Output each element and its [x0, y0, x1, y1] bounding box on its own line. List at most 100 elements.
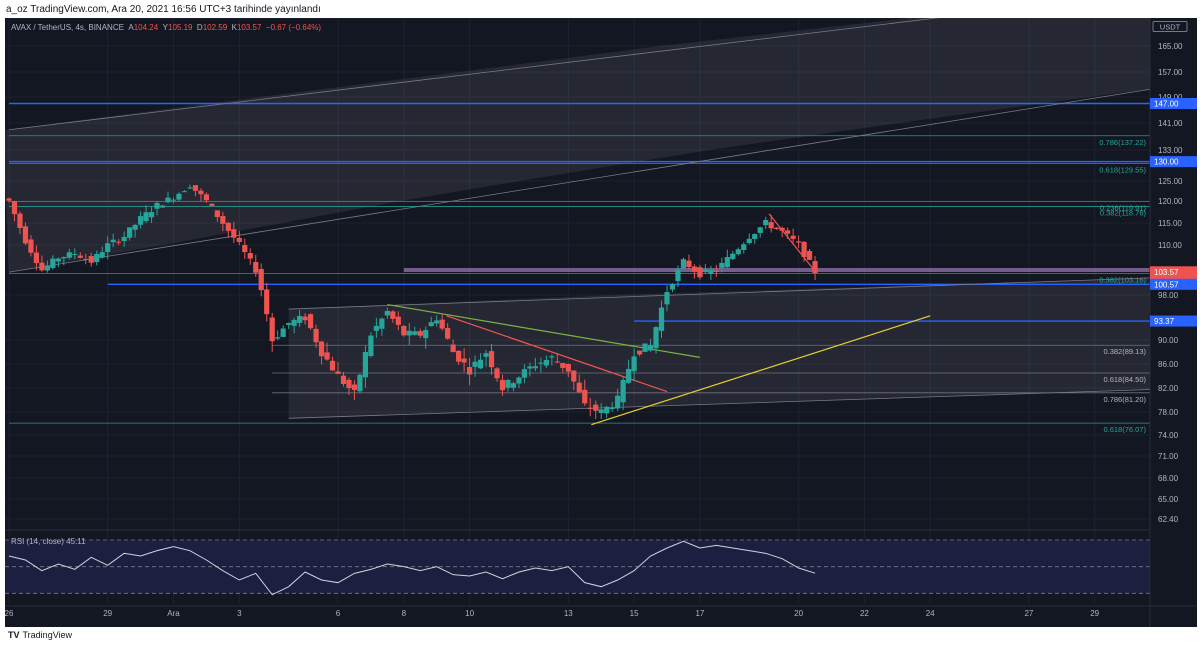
fib-level-label: 0.382(103.16)	[1099, 276, 1146, 285]
candle-body	[61, 257, 67, 259]
currency-box	[1152, 21, 1188, 32]
candle-body	[72, 253, 78, 255]
trendline-lower-channel-bottom	[288, 388, 1161, 419]
time-axis-label: 15	[630, 609, 639, 618]
candle-body	[702, 269, 708, 273]
candle-body	[362, 351, 369, 378]
trendline-green-resistance	[387, 303, 701, 358]
candle-body	[620, 379, 626, 403]
candle-body	[461, 358, 467, 363]
candle-body	[477, 359, 484, 369]
candle-body	[763, 220, 769, 226]
chart-frame[interactable]: 0.786(137.22) 0.618(129.55) 0.236(119.91) 0…	[5, 18, 1197, 627]
candle-body	[258, 269, 264, 291]
candle-body	[636, 350, 643, 355]
candle-body	[192, 185, 199, 191]
candle-body	[83, 258, 89, 260]
fib-level-label: 0.382(118.76)	[1100, 208, 1147, 217]
price-badge	[1150, 266, 1197, 278]
trendline-yellow-support	[591, 315, 931, 426]
time-axis-label: 3	[237, 609, 242, 618]
candle-body	[719, 262, 725, 268]
candle-body	[357, 374, 363, 392]
candle-body	[450, 344, 456, 353]
candle-body	[785, 230, 791, 234]
publish-header: a_oz TradingView.com, Ara 20, 2021 16:56…	[0, 0, 1200, 18]
legend-low-value: 102.59	[202, 23, 228, 32]
price-badge-label: 147.00	[1154, 100, 1179, 109]
candle-body	[428, 322, 434, 327]
candle-body	[669, 284, 676, 290]
rsi-line	[8, 540, 816, 596]
time-axis-label: 17	[695, 609, 704, 618]
candle-body	[181, 191, 188, 193]
fib-level-label: 0.618(129.55)	[1099, 165, 1146, 174]
candle-body	[50, 258, 56, 268]
candle-body	[790, 235, 796, 239]
price-axis-label: 65.00	[1158, 495, 1179, 504]
candle-body	[774, 227, 780, 229]
candle-body	[143, 212, 149, 222]
price-axis-label: 98.00	[1158, 291, 1179, 300]
candle-body	[170, 199, 177, 201]
chart-svg[interactable]: 0.786(137.22)0.618(129.55)0.236(119.91)0…	[5, 18, 1197, 627]
candle-body	[66, 252, 72, 258]
price-badge	[1150, 156, 1197, 168]
candle-body	[99, 252, 105, 258]
legend-open-value: 104.24	[133, 23, 159, 32]
price-axis-label: 82.00	[1158, 384, 1179, 393]
price-axis-label: 78.00	[1158, 408, 1179, 417]
candle-body	[340, 375, 347, 384]
tradingview-logo[interactable]: TV TradingView	[8, 630, 72, 640]
candle-body	[434, 320, 440, 324]
price-badge-label: 100.57	[1154, 280, 1179, 289]
time-axis-label: 29	[1090, 609, 1099, 618]
price-axis-label: 133.00	[1158, 146, 1183, 155]
candle-body	[94, 253, 100, 263]
candle-body	[686, 260, 692, 268]
candle-body	[269, 317, 275, 342]
candle-body	[423, 330, 429, 339]
candle-body	[806, 250, 813, 260]
candle-body	[77, 255, 83, 258]
price-axis-label: 74.00	[1158, 431, 1179, 440]
candle-body	[203, 194, 209, 201]
candle-body	[236, 237, 242, 242]
legend-open-label: A	[128, 23, 134, 32]
price-axis-label: 110.00	[1158, 241, 1182, 250]
price-axis-label: 71.00	[1158, 452, 1179, 461]
candle-body	[532, 366, 538, 369]
candle-body	[543, 360, 549, 366]
candle-body	[17, 213, 23, 228]
candle-body	[653, 327, 659, 349]
upper-channel-fill	[5, 18, 1161, 273]
fib-level-label: 0.618(76.07)	[1103, 425, 1146, 434]
price-axis-label: 149.00	[1158, 93, 1183, 102]
time-axis-label: 24	[926, 609, 935, 618]
candle-body	[467, 366, 473, 375]
candle-body	[105, 243, 111, 252]
legend-change-value: −0.67 (−0.64%)	[265, 23, 322, 32]
chart-legend: AVAX / TetherUS, 4s, BINANCE A104.24 Y10…	[11, 23, 321, 32]
price-axis-label: 90.00	[1158, 336, 1179, 345]
candle-body	[214, 210, 220, 217]
candle-body	[664, 292, 670, 305]
legend-high-value: 105.19	[168, 23, 193, 32]
price-axis-label: 68.00	[1158, 474, 1179, 483]
candle-body	[626, 368, 632, 383]
trendline-upper-channel-bottom	[8, 87, 1161, 273]
candle-body	[379, 318, 385, 329]
candle-body	[812, 261, 818, 274]
candle-body	[242, 245, 248, 253]
fib-level-label: 0.786(137.22)	[1099, 138, 1146, 147]
candle-body	[752, 234, 758, 240]
candle-body	[576, 382, 582, 393]
candle-body	[275, 337, 281, 339]
fib-level-label: 0.236(119.91)	[1100, 203, 1147, 212]
candle-body	[302, 316, 308, 321]
candle-body	[554, 361, 560, 363]
candle-body	[801, 241, 807, 258]
price-badge	[1150, 98, 1197, 109]
candle-body	[538, 362, 544, 364]
price-axis-label: 120.00	[1158, 197, 1183, 206]
